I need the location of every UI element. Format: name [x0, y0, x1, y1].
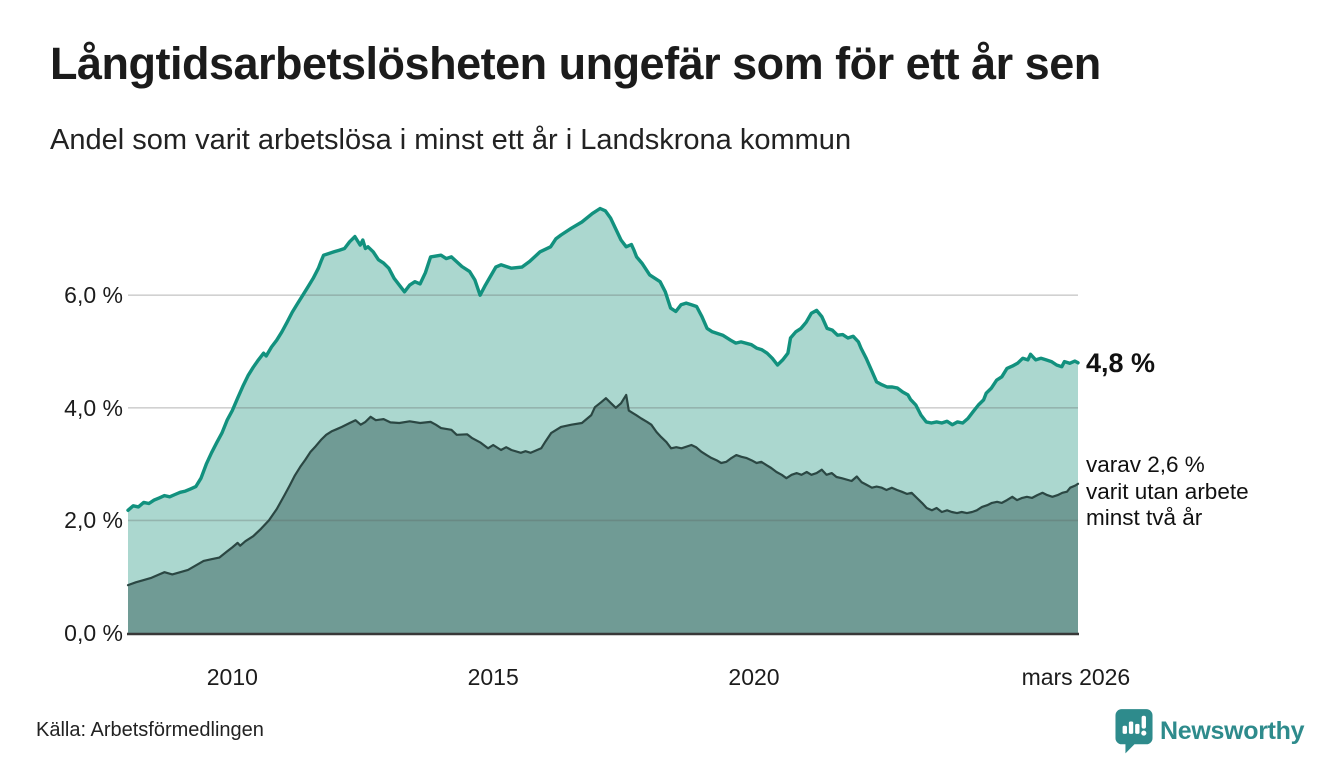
source-text: Källa: Arbetsförmedlingen	[36, 719, 264, 741]
y-tick-label: 2,0 %	[64, 507, 123, 534]
x-tick-label: mars 2026	[1021, 664, 1131, 690]
area-fill-2	[128, 394, 1078, 633]
page-subtitle: Andel som varit arbetslösa i minst ett å…	[50, 124, 852, 156]
newsworthy-pin-icon	[1115, 709, 1153, 754]
annotation-line: varav 2,6 %	[1086, 452, 1205, 477]
x-tick-label: 2020	[728, 664, 780, 690]
y-tick-label: 0,0 %	[64, 620, 123, 646]
end-value-label-two-years: varav 2,6 % varit utan arbete minst två …	[1086, 452, 1249, 532]
newsworthy-logo: Newsworthy	[1115, 708, 1305, 754]
x-tick-label: 2015	[467, 664, 519, 690]
x-tick-label: 2010	[206, 664, 258, 690]
end-value-label-one-year: 4,8 %	[1086, 348, 1156, 378]
y-tick-label: 4,0 %	[64, 394, 123, 421]
annotation-line: minst två år	[1086, 505, 1203, 530]
y-tick-label: 6,0 %	[64, 282, 123, 309]
page-title: Långtidsarbetslösheten ungefär som för e…	[50, 38, 1101, 89]
series-line-2	[126, 393, 1080, 587]
annotation-line: varit utan arbete	[1086, 478, 1249, 504]
newsworthy-logo-text: Newsworthy	[1160, 716, 1305, 745]
series-line-1	[126, 206, 1080, 512]
